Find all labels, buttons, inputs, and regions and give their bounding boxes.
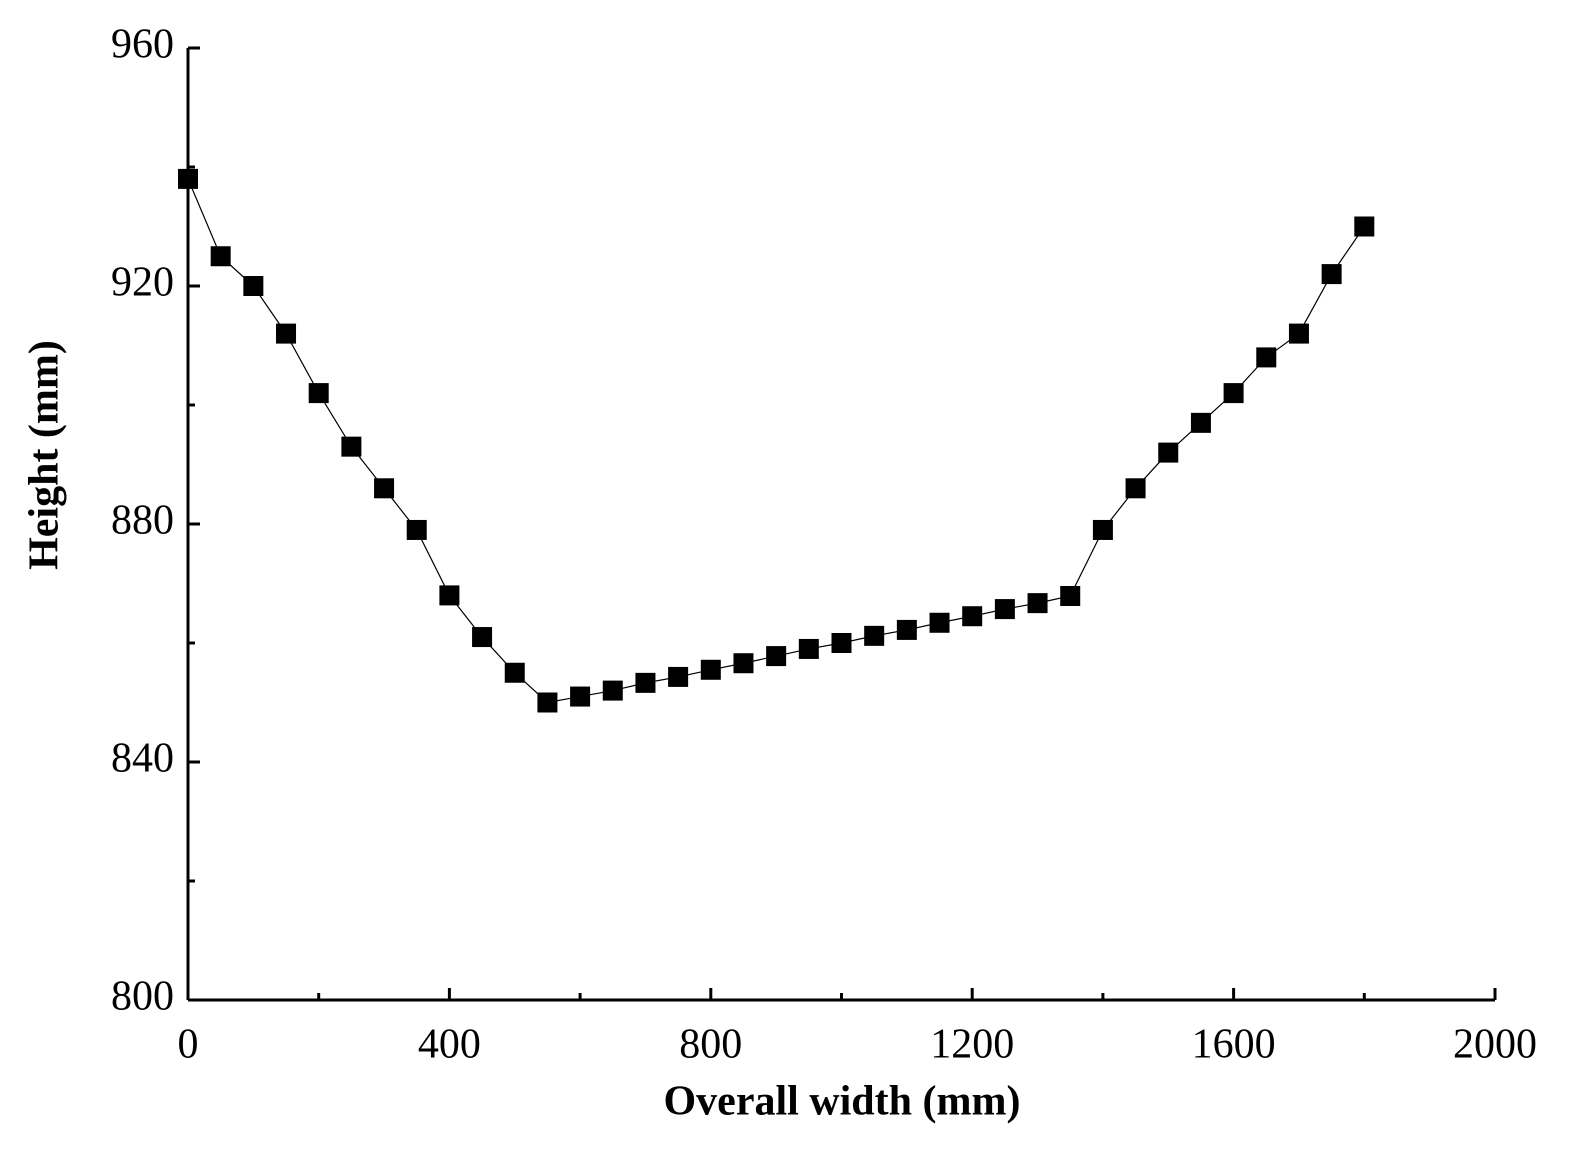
y-axis-title: Height (mm) <box>22 340 68 570</box>
marker <box>308 383 329 404</box>
marker <box>929 612 950 633</box>
x-tick-label: 0 <box>178 1022 199 1068</box>
marker <box>1288 323 1309 344</box>
marker <box>1354 216 1375 237</box>
marker <box>1060 585 1081 606</box>
marker <box>178 168 198 189</box>
x-tick-label: 800 <box>679 1022 742 1068</box>
marker <box>766 646 787 667</box>
marker <box>1321 264 1342 285</box>
marker <box>896 619 917 640</box>
marker <box>537 692 558 713</box>
x-axis-title: Overall width (mm) <box>664 1079 1021 1125</box>
marker <box>1125 478 1146 499</box>
marker <box>831 633 852 653</box>
x-tick-label: 1600 <box>1192 1022 1276 1068</box>
marker <box>1092 519 1113 540</box>
marker <box>635 672 656 693</box>
marker <box>864 625 885 646</box>
marker <box>602 680 623 701</box>
marker <box>1223 383 1244 404</box>
marker <box>341 436 362 457</box>
marker <box>276 323 297 344</box>
marker <box>1256 347 1277 368</box>
marker <box>994 599 1015 620</box>
marker <box>962 606 983 627</box>
y-tick-label: 960 <box>111 22 174 68</box>
x-tick-label: 400 <box>418 1022 481 1068</box>
marker <box>243 276 264 296</box>
marker <box>1190 412 1211 433</box>
marker <box>210 246 231 267</box>
marker <box>700 659 721 680</box>
marker <box>668 666 689 687</box>
marker <box>798 638 819 659</box>
marker <box>439 585 460 606</box>
series-line <box>187 178 1365 704</box>
marker <box>374 478 395 499</box>
marker <box>504 662 525 683</box>
y-tick-label: 800 <box>111 974 174 1020</box>
marker <box>1027 593 1048 614</box>
x-tick-label: 1200 <box>930 1022 1014 1068</box>
marker <box>472 627 493 648</box>
y-tick-label: 920 <box>111 260 174 306</box>
x-tick-label: 2000 <box>1453 1022 1537 1068</box>
marker <box>570 686 591 707</box>
marker <box>733 653 754 674</box>
y-tick-label: 880 <box>111 498 174 544</box>
y-tick-label: 840 <box>111 736 174 782</box>
marker <box>1158 442 1179 463</box>
marker <box>406 519 427 540</box>
